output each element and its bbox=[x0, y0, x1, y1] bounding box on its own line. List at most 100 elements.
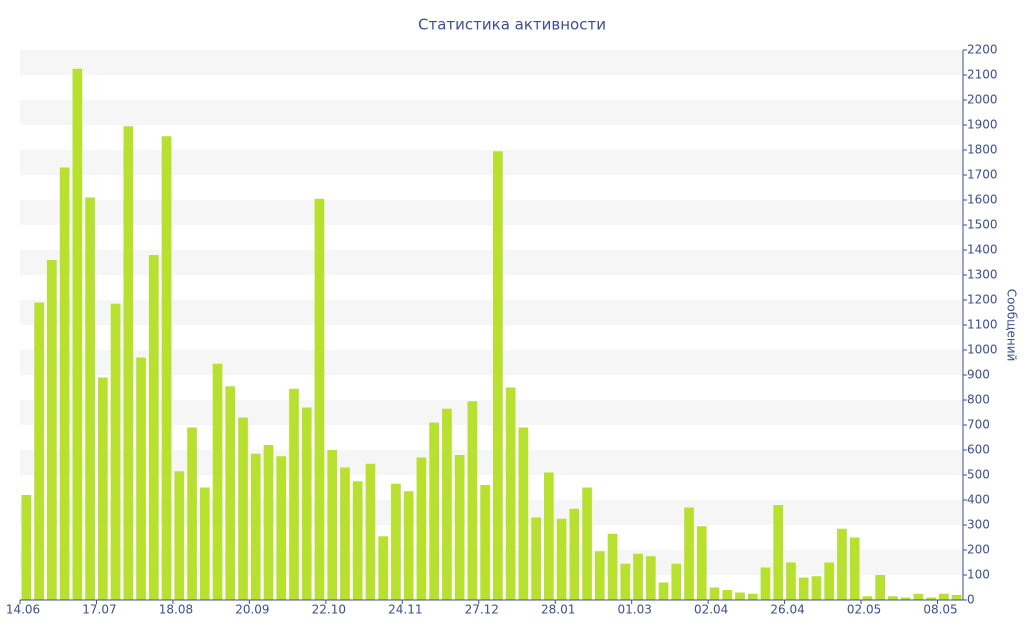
y-tick-label: 900 bbox=[967, 368, 990, 382]
bar bbox=[97, 377, 108, 600]
bar bbox=[518, 427, 529, 600]
y-tick-label: 1700 bbox=[967, 168, 998, 182]
bar bbox=[148, 255, 159, 600]
bar bbox=[773, 505, 784, 600]
bar bbox=[136, 357, 146, 600]
grid-band bbox=[20, 150, 963, 175]
bar bbox=[327, 450, 338, 600]
grid-band bbox=[20, 300, 963, 325]
y-tick-label: 2000 bbox=[967, 93, 998, 107]
bar bbox=[824, 562, 835, 600]
bar bbox=[696, 526, 707, 600]
bar bbox=[556, 518, 567, 600]
bar bbox=[939, 593, 949, 600]
bar bbox=[684, 507, 694, 600]
grid-band bbox=[20, 200, 963, 225]
bar bbox=[888, 596, 898, 600]
x-tick-label: 20.09 bbox=[235, 603, 269, 617]
bar bbox=[47, 260, 57, 600]
bar bbox=[671, 563, 682, 600]
y-tick-label: 400 bbox=[967, 493, 990, 507]
bar bbox=[72, 68, 83, 600]
y-tick-label: 200 bbox=[967, 543, 990, 557]
y-tick-label: 2100 bbox=[967, 68, 998, 82]
bar bbox=[735, 592, 745, 600]
bar bbox=[811, 576, 822, 600]
bar bbox=[658, 582, 669, 600]
bar bbox=[493, 151, 503, 600]
bar bbox=[34, 302, 44, 600]
y-tick-label: 500 bbox=[967, 468, 990, 482]
bar bbox=[849, 537, 860, 600]
x-tick-label: 08.05 bbox=[923, 603, 957, 617]
x-tick-label: 01.03 bbox=[617, 603, 651, 617]
x-tick-label: 27.12 bbox=[465, 603, 499, 617]
grid-band bbox=[20, 400, 963, 425]
bar bbox=[607, 533, 618, 600]
y-tick-label: 1000 bbox=[967, 343, 998, 357]
y-tick-label: 1800 bbox=[967, 143, 998, 157]
bar bbox=[276, 456, 287, 600]
bar bbox=[365, 463, 376, 600]
x-tick-label: 02.05 bbox=[847, 603, 881, 617]
bar bbox=[594, 551, 605, 600]
y-tick-label: 0 bbox=[967, 593, 975, 607]
bar bbox=[900, 597, 911, 600]
y-axis-label: Сообщений bbox=[1005, 289, 1019, 362]
x-tick-label: 22.10 bbox=[312, 603, 346, 617]
bar bbox=[544, 472, 554, 600]
bar bbox=[301, 407, 312, 600]
bar bbox=[442, 408, 452, 600]
bar bbox=[314, 198, 325, 600]
y-tick-label: 800 bbox=[967, 393, 990, 407]
bar bbox=[21, 495, 32, 600]
bar bbox=[340, 467, 350, 600]
x-tick-label: 02.04 bbox=[694, 603, 728, 617]
bar bbox=[454, 455, 465, 600]
bar bbox=[161, 136, 172, 600]
x-tick-label: 14.06 bbox=[6, 603, 40, 617]
bar bbox=[505, 387, 516, 600]
bar bbox=[633, 553, 643, 600]
x-tick-label: 17.07 bbox=[82, 603, 116, 617]
x-tick-label: 18.08 bbox=[159, 603, 193, 617]
grid-band bbox=[20, 550, 963, 575]
x-tick-label: 24.11 bbox=[388, 603, 422, 617]
bar bbox=[582, 487, 592, 600]
bar bbox=[123, 126, 134, 600]
bar bbox=[531, 517, 541, 600]
x-tick-label: 26.04 bbox=[770, 603, 804, 617]
bar bbox=[913, 593, 924, 600]
y-tick-label: 1200 bbox=[967, 293, 998, 307]
bar bbox=[709, 587, 720, 600]
grid-band bbox=[20, 50, 963, 75]
bar bbox=[569, 508, 580, 600]
bar bbox=[378, 536, 389, 600]
bar bbox=[620, 563, 631, 600]
y-tick-label: 600 bbox=[967, 443, 990, 457]
bar bbox=[951, 595, 962, 600]
bar bbox=[250, 453, 261, 600]
bar bbox=[722, 590, 733, 600]
bar bbox=[391, 483, 401, 600]
bar bbox=[85, 197, 95, 600]
bar bbox=[467, 401, 478, 600]
bar bbox=[199, 487, 210, 600]
grid-band bbox=[20, 500, 963, 525]
bar bbox=[225, 386, 236, 600]
bar bbox=[429, 422, 439, 600]
bar bbox=[110, 303, 121, 600]
bar bbox=[289, 388, 299, 600]
y-tick-label: 300 bbox=[967, 518, 990, 532]
grid-band bbox=[20, 450, 963, 475]
bar bbox=[798, 577, 809, 600]
y-tick-label: 1900 bbox=[967, 118, 998, 132]
bar bbox=[238, 417, 248, 600]
bar bbox=[480, 485, 490, 600]
y-tick-label: 700 bbox=[967, 418, 990, 432]
bar bbox=[263, 445, 274, 600]
y-tick-label: 2200 bbox=[967, 43, 998, 57]
bar bbox=[837, 528, 847, 600]
grid-band bbox=[20, 100, 963, 125]
